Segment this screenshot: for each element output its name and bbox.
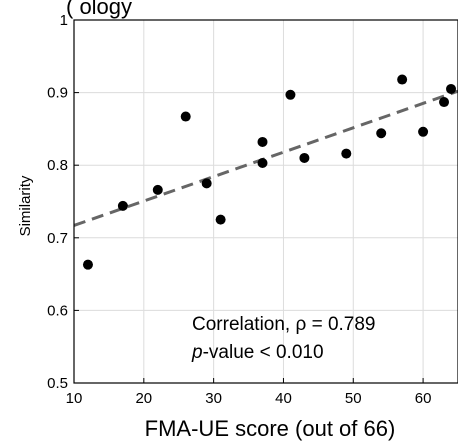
- data-point: [418, 126, 429, 137]
- y-tick-label: 0.9: [47, 85, 68, 102]
- data-point: [117, 200, 128, 211]
- y-axis-label: Similarity: [17, 175, 34, 236]
- data-point: [299, 152, 310, 163]
- data-points: [82, 74, 457, 270]
- data-point: [152, 184, 163, 195]
- data-point: [180, 111, 191, 122]
- data-point: [215, 214, 226, 225]
- data-point: [285, 89, 296, 100]
- pvalue-annotation: p-value < 0.010: [191, 342, 324, 363]
- y-tick-label: 0.7: [47, 230, 68, 247]
- x-tick-label: 10: [66, 390, 83, 407]
- data-point: [446, 83, 457, 94]
- x-tick-label: 60: [415, 390, 432, 407]
- data-point: [257, 158, 268, 169]
- y-tick-label: 1: [60, 12, 68, 29]
- x-tick-label: 40: [275, 390, 292, 407]
- data-point: [376, 128, 387, 139]
- x-tick-label: 50: [345, 390, 362, 407]
- data-point: [201, 178, 212, 189]
- x-tick-label: 30: [205, 390, 222, 407]
- trendline: [73, 89, 458, 227]
- x-tick-label: 20: [135, 390, 152, 407]
- trendline-group: [73, 89, 458, 227]
- chart-title-fragment: ( ology: [66, 0, 132, 19]
- data-point: [82, 259, 93, 270]
- x-axis-label: FMA-UE score (out of 66): [145, 416, 396, 441]
- data-point: [257, 136, 268, 147]
- data-point: [397, 74, 408, 85]
- data-point: [341, 148, 352, 159]
- y-tick-labels: 0.5 0.6 0.7 0.8 0.9 1: [47, 12, 68, 392]
- plot-frame: [73, 19, 458, 384]
- tick-marks: [73, 19, 424, 384]
- correlation-annotation: Correlation, ρ = 0.789: [192, 314, 376, 335]
- pvalue-italic-p: p: [191, 342, 203, 363]
- data-point: [439, 97, 450, 108]
- x-tick-labels: 10 20 30 40 50 60: [66, 390, 432, 407]
- pvalue-rest: -value < 0.010: [203, 342, 324, 363]
- y-tick-label: 0.6: [47, 302, 68, 319]
- y-tick-label: 0.8: [47, 157, 68, 174]
- y-tick-label: 0.5: [47, 375, 68, 392]
